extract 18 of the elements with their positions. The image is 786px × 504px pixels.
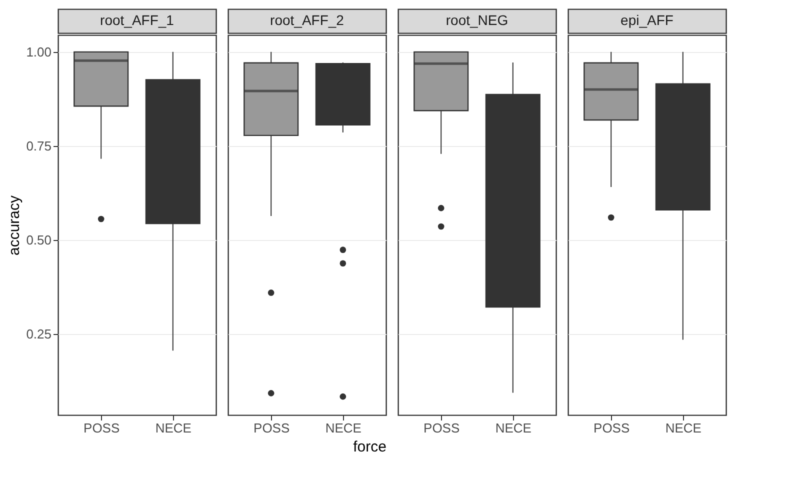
- y-tick-label: 0.75: [26, 138, 52, 154]
- x-tick-label: POSS: [594, 420, 630, 436]
- y-tick-label: 1.00: [26, 44, 52, 60]
- x-axis-title: force: [353, 438, 386, 456]
- x-tick-label: NECE: [665, 420, 702, 436]
- chart-title: root_AFF_1: [100, 12, 174, 28]
- x-tick-label: NECE: [325, 420, 362, 436]
- chart-title: root_NEG: [446, 12, 508, 28]
- chart-title: epi_AFF: [620, 12, 674, 28]
- x-tick-label: POSS: [84, 420, 120, 436]
- x-tick-label: POSS: [424, 420, 460, 436]
- y-tick-label: 0.50: [26, 232, 52, 248]
- y-axis-title: accuracy: [6, 194, 24, 256]
- x-tick-label: NECE: [495, 420, 532, 436]
- chart-title: root_AFF_2: [270, 12, 344, 28]
- y-tick-label: 0.25: [26, 326, 52, 342]
- x-tick-label: POSS: [254, 420, 290, 436]
- x-tick-label: NECE: [155, 420, 192, 436]
